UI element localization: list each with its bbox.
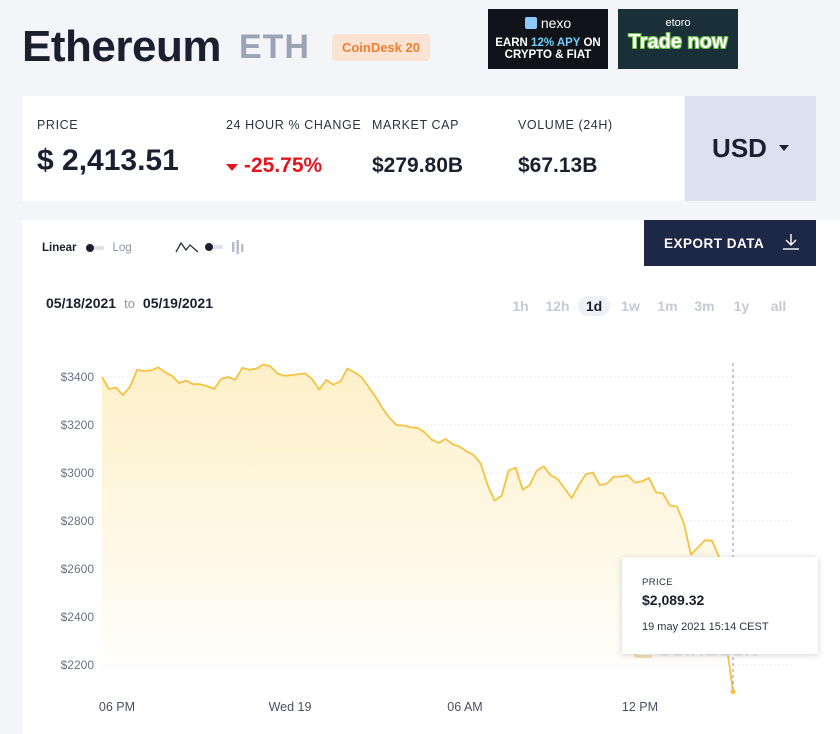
period-1d[interactable]: 1d <box>578 296 610 316</box>
nexo-line1-pre: EARN <box>495 37 532 49</box>
x-tick-label: 06 AM <box>447 700 482 714</box>
etoro-ad[interactable]: etoro Trade now <box>618 9 738 69</box>
price-chart[interactable]: $3400 $3200 $3000 $2800 $2600 $2400 $2200 06 PM… <box>22 220 840 734</box>
volume-label: VOLUME (24H) <box>518 118 613 132</box>
period-selector: 1h 12h 1d 1w 1m 3m 1y all <box>502 296 797 316</box>
tooltip-value: $2,089.32 <box>642 592 705 608</box>
y-tick-label: $2600 <box>61 562 95 576</box>
change-value: -25.75% <box>244 154 323 177</box>
nexo-logo-icon <box>524 17 537 29</box>
date-range[interactable]: 05/18/2021 to 05/19/2021 <box>46 295 213 311</box>
linear-option[interactable]: Linear <box>42 242 77 254</box>
asset-symbol: ETH <box>238 27 310 66</box>
nexo-brand-text: nexo <box>540 15 572 31</box>
hover-point <box>730 689 736 695</box>
y-tick-label: $3400 <box>61 370 95 384</box>
price-label: PRICE <box>37 118 79 132</box>
page-header: Ethereum ETH CoinDesk 20 <box>22 22 430 72</box>
period-1w[interactable]: 1w <box>621 298 640 314</box>
date-to[interactable]: 05/19/2021 <box>142 295 213 311</box>
nexo-line2: CRYPTO & FIAT <box>504 49 592 61</box>
etoro-brand: etoro <box>665 17 691 29</box>
change-value-wrap: -25.75% <box>226 154 322 178</box>
change-label: 24 HOUR % CHANGE <box>226 118 362 132</box>
y-tick-label: $2800 <box>61 514 95 528</box>
chart-type-switch[interactable] <box>205 243 223 251</box>
tooltip-label: PRICE <box>642 577 674 588</box>
price-area <box>102 364 733 692</box>
period-12h[interactable]: 12h <box>545 298 570 314</box>
index-badge[interactable]: CoinDesk 20 <box>331 33 430 61</box>
price-value: $ 2,413.51 <box>37 144 179 177</box>
currency-select[interactable]: USD <box>685 96 816 201</box>
x-tick-label: 06 PM <box>99 700 135 714</box>
market-cap-label: MARKET CAP <box>372 118 460 132</box>
etoro-cta: Trade now <box>628 31 728 53</box>
chart-type-switch-knob <box>205 243 213 251</box>
scale-toggle[interactable]: Linear Log <box>42 242 132 254</box>
chart-type-toggle[interactable] <box>175 239 245 255</box>
date-to-separator: to <box>124 296 135 311</box>
price-tooltip: PRICE $2,089.32 19 may 2021 15:14 CEST <box>622 557 818 654</box>
currency-value: USD <box>712 133 767 163</box>
nexo-brand: nexo <box>488 15 608 31</box>
export-data-button[interactable]: EXPORT DATA <box>644 220 816 266</box>
period-1h[interactable]: 1h <box>512 298 529 314</box>
candlestick-icon[interactable] <box>231 239 245 255</box>
price-stats-panel: PRICE $ 2,413.51 24 HOUR % CHANGE -25.75… <box>22 96 684 201</box>
period-1y[interactable]: 1y <box>733 298 750 314</box>
price-line <box>101 363 734 692</box>
log-option[interactable]: Log <box>112 242 132 254</box>
period-3m[interactable]: 3m <box>694 298 715 314</box>
download-icon <box>783 234 799 250</box>
y-tick-label: $3200 <box>61 418 95 432</box>
chevron-down-icon <box>778 144 789 151</box>
y-tick-label: $2200 <box>61 658 95 672</box>
nexo-line1-post: ON <box>580 37 601 49</box>
line-chart-icon[interactable] <box>175 240 199 254</box>
date-from[interactable]: 05/18/2021 <box>46 295 117 311</box>
period-1m[interactable]: 1m <box>657 298 678 314</box>
nexo-ad[interactable]: nexo EARN 12% APY ON CRYPTO & FIAT <box>488 9 608 69</box>
nexo-line1-highlight: 12% APY <box>531 37 581 49</box>
asset-name: Ethereum <box>22 22 221 71</box>
market-cap-value: $279.80B <box>372 154 464 177</box>
nexo-line1: EARN 12% APY ON <box>488 37 608 49</box>
down-arrow-icon <box>226 163 238 171</box>
period-all[interactable]: all <box>770 298 787 314</box>
volume-value: $67.13B <box>518 154 598 177</box>
y-tick-label: $3000 <box>61 466 95 480</box>
export-label: EXPORT DATA <box>664 235 765 251</box>
x-tick-label: Wed 19 <box>269 700 312 714</box>
y-tick-label: $2400 <box>61 610 95 624</box>
price-chart-card: Linear Log EXPORT DATA 05/18/2021 to 05/19… <box>22 220 840 734</box>
scale-switch-knob <box>85 244 94 252</box>
scale-switch[interactable] <box>85 244 104 252</box>
x-tick-label: 12 PM <box>622 700 658 714</box>
tooltip-time: 19 may 2021 15:14 CEST <box>642 621 769 633</box>
